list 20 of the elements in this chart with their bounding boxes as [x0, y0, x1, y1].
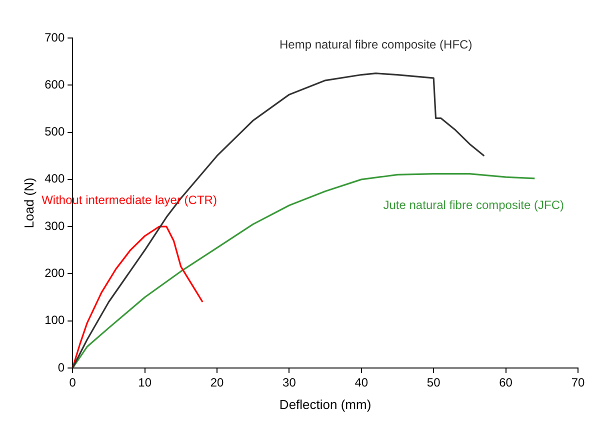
x-tick-label: 70: [571, 376, 585, 390]
x-tick-label: 50: [426, 376, 441, 390]
y-tick-label: 400: [44, 172, 65, 186]
x-tick-label: 20: [210, 376, 224, 390]
x-tick-label: 40: [354, 376, 368, 390]
x-tick-label: 60: [499, 376, 513, 390]
text: Hemp natural fibre composite (HFC): [279, 38, 472, 52]
y-axis-title: Load (N): [21, 178, 36, 228]
y-tick-label: 500: [44, 124, 65, 139]
series-label: Jute natural fibre composite (JFC): [383, 198, 564, 212]
y-tick-label: 700: [44, 30, 65, 44]
y-tick-label: 200: [44, 266, 65, 280]
x-tick-label: 0: [69, 376, 76, 390]
y-tick-label: 100: [44, 313, 65, 328]
y-tick-label: 300: [44, 218, 65, 233]
x-tick-label: 30: [282, 376, 296, 390]
y-tick-label: 0: [58, 360, 65, 374]
x-axis-title: Deflection (mm): [279, 396, 372, 412]
x-tick-label: 10: [138, 376, 152, 390]
y-tick-label: 600: [44, 77, 65, 92]
